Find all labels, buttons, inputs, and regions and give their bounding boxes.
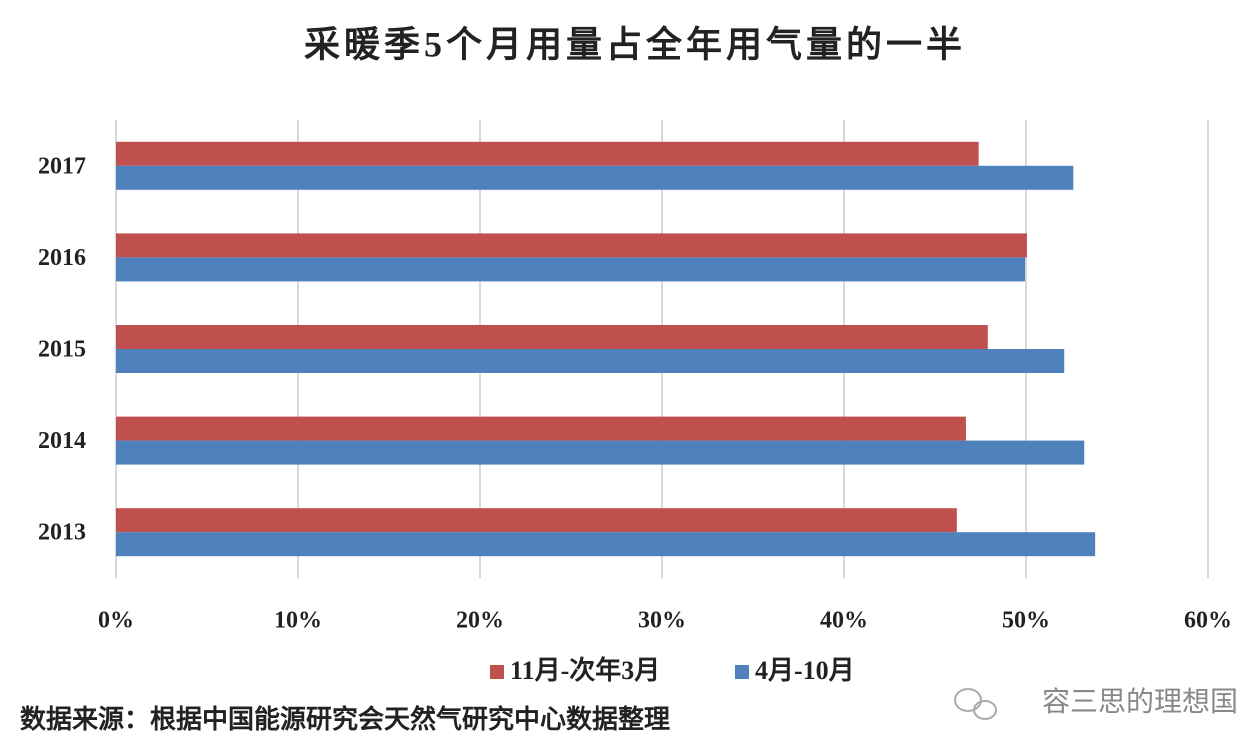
watermark: 容三思的理想国 (1042, 685, 1238, 718)
bar (116, 141, 979, 166)
legend-swatch (735, 665, 749, 679)
x-tick-label: 30% (638, 608, 686, 634)
y-tick-label: 2014 (38, 428, 86, 454)
x-tick-label: 50% (1002, 608, 1050, 634)
y-tick-label: 2017 (38, 153, 86, 179)
x-tick-label: 20% (456, 608, 504, 634)
wechat-icon (954, 688, 997, 720)
legend-label: 4月-10月 (755, 656, 855, 685)
bar (116, 257, 1026, 282)
x-tick-label: 0% (98, 608, 134, 634)
source-note: 数据来源：根据中国能源研究会天然气研究中心数据整理 (20, 704, 670, 734)
x-tick-label: 10% (274, 608, 322, 634)
bar (116, 532, 1096, 557)
bar (116, 508, 957, 533)
legend-label: 11月-次年3月 (510, 655, 660, 685)
x-tick-label: 60% (1184, 608, 1232, 634)
y-tick-label: 2015 (38, 337, 86, 363)
bar (116, 233, 1027, 258)
bar (116, 416, 966, 441)
bar (116, 325, 988, 349)
bar (116, 165, 1074, 190)
x-tick-label: 40% (820, 608, 868, 634)
chart-title: 采暖季5个月用量占全年用气量的一半 (304, 23, 966, 64)
bar (116, 440, 1085, 465)
y-tick-label: 2016 (38, 245, 86, 271)
legend-swatch (490, 665, 504, 679)
y-tick-label: 2013 (38, 520, 86, 546)
bar (116, 349, 1065, 373)
